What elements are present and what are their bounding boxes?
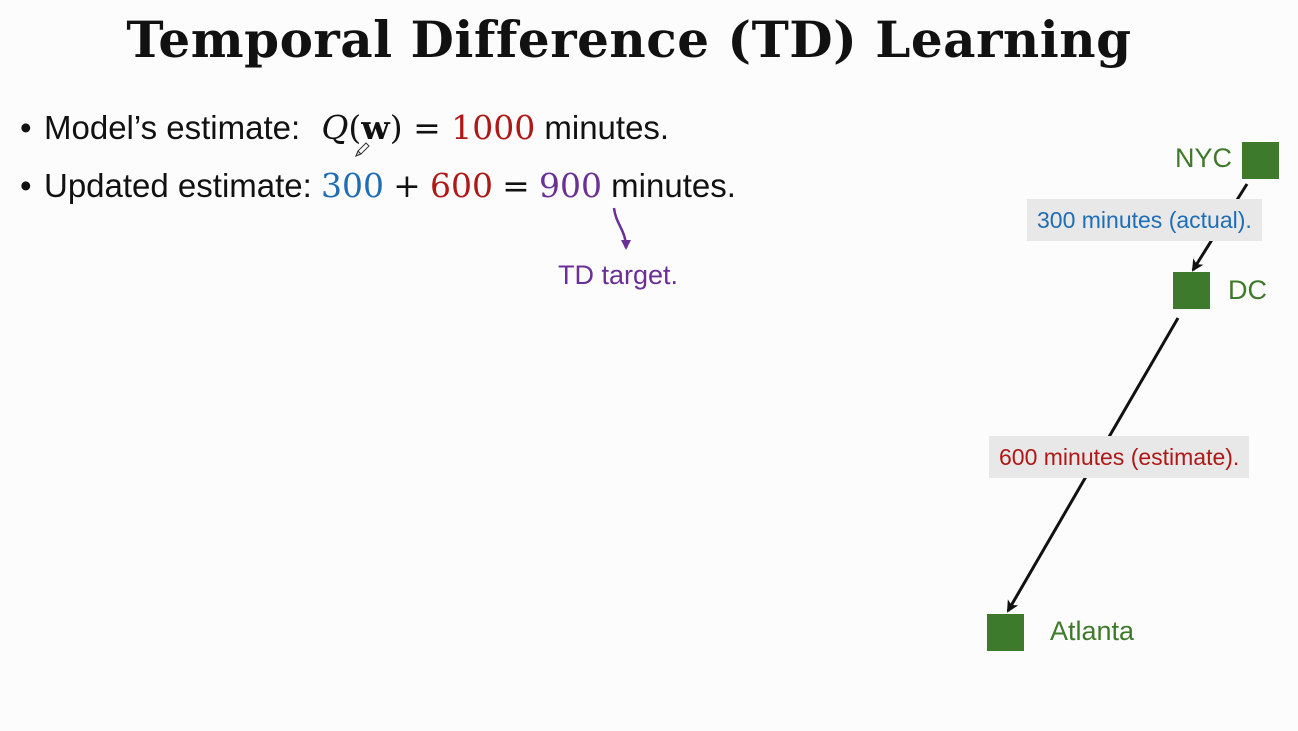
slide-title: Temporal Difference (TD) Learning <box>126 10 1132 69</box>
bullet-dot: • <box>20 167 32 204</box>
pen-cursor-icon <box>355 142 370 157</box>
w-symbol: w <box>361 108 390 147</box>
edge-label-nyc-dc: 300 minutes (actual). <box>1027 199 1262 241</box>
equals-sign: = <box>502 166 530 205</box>
node-label-atlanta: Atlanta <box>1050 616 1135 646</box>
node-label-nyc: NYC <box>1175 143 1233 173</box>
updated-estimate-label: Updated estimate: <box>44 167 312 204</box>
node-dc <box>1173 272 1210 309</box>
estimate-value: 600 <box>430 166 493 205</box>
q-of-w-expression: Q(w) = <box>321 108 452 147</box>
actual-value: 300 <box>321 166 384 205</box>
node-nyc <box>1242 142 1279 179</box>
node-atlanta <box>987 614 1024 651</box>
td-target-value: 900 <box>539 166 602 205</box>
bullet-model-estimate: • Model’s estimate: Q(w) = 1000 minutes. <box>20 108 669 147</box>
node-label-dc: DC <box>1228 275 1267 305</box>
model-estimate-value: 1000 <box>451 108 536 147</box>
bullet-dot: • <box>20 109 32 146</box>
updated-estimate-unit: minutes. <box>611 167 736 204</box>
model-estimate-unit: minutes. <box>544 109 670 146</box>
model-estimate-label: Model’s estimate: <box>44 109 301 146</box>
plus-sign: + <box>393 166 421 205</box>
bullet-updated-estimate: • Updated estimate: 300 + 600 = 900 minut… <box>20 166 736 205</box>
edge-label-dc-atlanta: 600 minutes (estimate). <box>989 436 1250 478</box>
q-symbol: Q <box>321 108 349 147</box>
td-target-label: TD target. <box>558 260 679 290</box>
curved-arrow-icon <box>612 207 631 250</box>
